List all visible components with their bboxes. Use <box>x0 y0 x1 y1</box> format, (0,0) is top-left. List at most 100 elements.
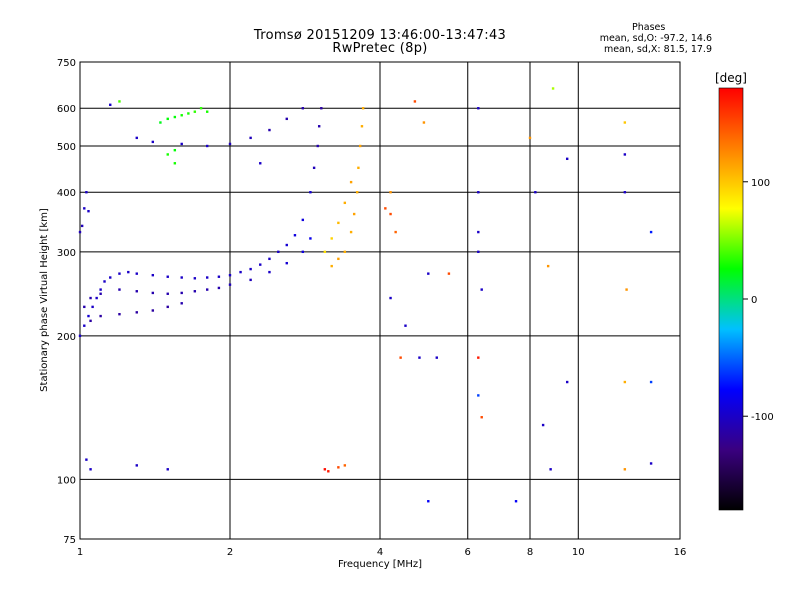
colorbar-tick-label: -100 <box>751 412 774 423</box>
data-point <box>309 191 312 194</box>
data-point <box>480 288 483 291</box>
data-point <box>83 305 86 309</box>
data-point <box>301 250 305 254</box>
data-point <box>477 250 480 254</box>
data-point <box>343 464 347 467</box>
data-point <box>228 142 232 146</box>
data-point <box>187 112 190 115</box>
data-point <box>180 291 183 295</box>
data-point <box>541 423 545 427</box>
data-point <box>551 87 555 90</box>
x-tick-label: 4 <box>377 547 383 558</box>
grid-lines <box>80 62 680 539</box>
data-point <box>180 142 183 146</box>
data-points <box>78 87 653 503</box>
data-point <box>239 270 242 274</box>
data-point <box>193 110 197 113</box>
data-point <box>422 121 426 124</box>
data-point <box>623 121 627 124</box>
data-point <box>389 296 392 300</box>
data-point <box>418 356 421 359</box>
data-point <box>217 275 221 278</box>
data-point <box>85 191 88 194</box>
data-point <box>323 250 327 254</box>
data-point <box>317 125 321 128</box>
data-point <box>205 276 209 279</box>
data-point <box>95 296 98 300</box>
colorbar-tick-label: 100 <box>751 178 770 189</box>
data-point <box>166 275 169 278</box>
data-point <box>89 319 92 323</box>
data-point <box>330 264 333 268</box>
data-point <box>285 117 288 121</box>
data-point <box>320 107 323 110</box>
data-point <box>477 191 480 194</box>
data-point <box>623 191 627 194</box>
data-point <box>565 380 569 384</box>
data-point <box>285 243 288 247</box>
y-tick-label: 600 <box>57 104 76 115</box>
data-point <box>228 273 232 277</box>
data-point <box>166 468 169 471</box>
data-point <box>99 288 102 291</box>
data-point <box>623 153 627 156</box>
data-point <box>135 136 138 140</box>
data-point <box>249 267 252 271</box>
colorbar-tick-label: 0 <box>751 295 757 306</box>
data-point <box>249 136 252 140</box>
data-point <box>173 162 177 165</box>
chart-title-line-1: Tromsø 20151209 13:46:00-13:47:43 <box>253 28 507 43</box>
data-point <box>205 144 209 148</box>
data-point <box>151 309 155 312</box>
data-point <box>135 311 138 314</box>
y-tick-label: 500 <box>57 142 76 153</box>
x-tick-label: 6 <box>465 547 471 558</box>
data-point <box>180 276 183 279</box>
data-point <box>268 128 271 132</box>
data-point <box>205 288 209 291</box>
data-point <box>301 107 305 110</box>
data-point <box>99 292 102 295</box>
data-point <box>389 212 392 216</box>
data-point <box>309 237 312 240</box>
y-tick-label: 75 <box>63 535 76 546</box>
data-point <box>534 191 537 194</box>
data-point <box>623 380 627 384</box>
data-point <box>118 100 121 103</box>
data-point <box>87 209 90 213</box>
data-point <box>389 191 392 194</box>
data-point <box>259 162 262 165</box>
data-point <box>649 230 653 234</box>
data-point <box>159 121 162 124</box>
data-point <box>528 136 532 140</box>
data-point <box>360 125 364 128</box>
data-point <box>89 468 92 471</box>
data-point <box>180 114 183 117</box>
y-tick-label: 750 <box>57 58 76 69</box>
data-point <box>649 380 653 384</box>
data-point <box>427 500 430 503</box>
data-point <box>151 273 155 277</box>
data-point <box>99 314 102 318</box>
data-point <box>565 157 569 161</box>
data-point <box>135 272 138 275</box>
data-point <box>293 234 297 237</box>
data-point <box>80 224 84 228</box>
data-point <box>447 272 451 275</box>
data-point <box>135 464 138 467</box>
data-point <box>166 292 169 295</box>
data-point <box>358 144 362 148</box>
data-point <box>268 270 271 274</box>
data-point <box>127 270 130 274</box>
data-point <box>480 416 483 419</box>
data-point <box>316 144 319 148</box>
data-point <box>435 356 438 359</box>
data-point <box>151 291 155 295</box>
data-point <box>103 280 106 283</box>
x-axis-label: Frequency [MHz] <box>338 559 422 570</box>
y-axis-ticks: 75 100 200 300 400 500 600 750 <box>57 58 76 546</box>
data-point <box>228 283 232 286</box>
data-point <box>301 218 305 222</box>
data-point <box>352 212 356 216</box>
